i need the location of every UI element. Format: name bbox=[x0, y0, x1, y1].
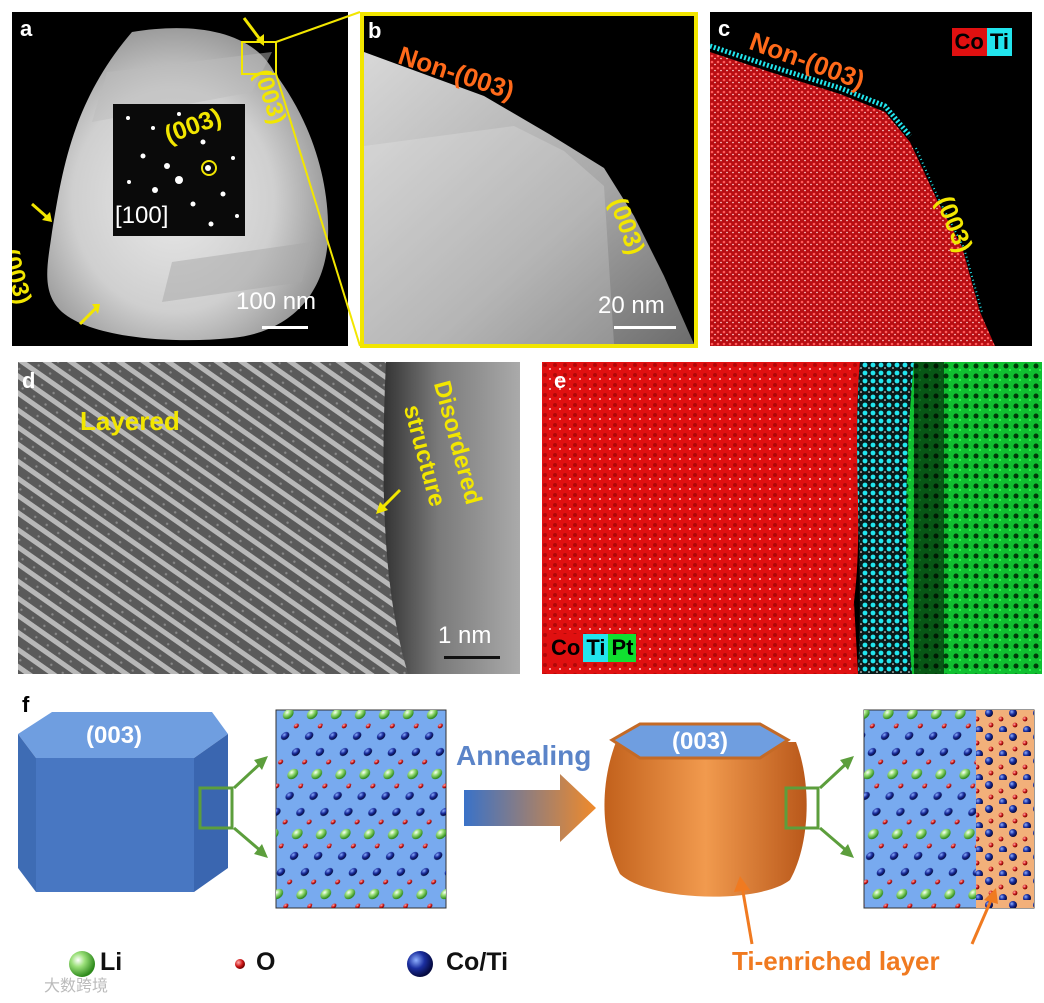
panel-e: e Co Ti Pt bbox=[542, 362, 1042, 674]
layered-label: Layered bbox=[80, 406, 180, 436]
panel-b-image bbox=[364, 52, 694, 344]
panel-label-f: f bbox=[22, 692, 30, 717]
panel-label-a: a bbox=[20, 16, 33, 41]
diffraction-pattern bbox=[126, 112, 239, 227]
panel-label-e: e bbox=[554, 368, 567, 393]
panel-d-hrstem bbox=[18, 362, 520, 674]
watermark: 大数跨境 bbox=[44, 976, 109, 995]
pristine-crystal bbox=[18, 712, 228, 892]
scale-label-b: 20 nm bbox=[598, 292, 665, 319]
panel-c-eds-map bbox=[710, 43, 995, 346]
annealed-crystal bbox=[604, 722, 807, 897]
legend-o: O bbox=[256, 948, 276, 976]
panel-f-schematic bbox=[18, 709, 1035, 977]
legend-c: Co Ti bbox=[951, 28, 1012, 56]
legend-e: Co Ti Pt bbox=[548, 634, 637, 662]
panel-b: Non-(003) (003) b 20 nm bbox=[360, 12, 698, 348]
arrow-d bbox=[376, 488, 402, 514]
facet-label-f-right: (003) bbox=[672, 728, 729, 755]
ti-layer-label: Ti-enriched layer bbox=[732, 946, 940, 976]
panel-f: f (003) (003) Annealing Ti-enriched laye… bbox=[0, 684, 1044, 1003]
panel-label-c: c bbox=[718, 16, 731, 41]
legend-coti: Co/Ti bbox=[446, 948, 509, 976]
panel-a: [100] (003) (003) (003) a 100 nm bbox=[12, 12, 348, 346]
legend-e-ti: Ti bbox=[583, 634, 609, 662]
legend-e-pt: Pt bbox=[608, 634, 637, 662]
legend-li: Li bbox=[100, 948, 123, 976]
scale-label-a: 100 nm bbox=[236, 288, 317, 315]
panel-c: Non-(003) (003) c Co Ti bbox=[710, 12, 1032, 346]
scale-bar-d bbox=[444, 656, 500, 659]
legend-e-co: Co bbox=[548, 634, 584, 662]
panel-e-eds-map bbox=[542, 362, 1042, 674]
scale-bar-b bbox=[614, 326, 676, 329]
legend-c-ti: Ti bbox=[986, 28, 1012, 56]
zone-axis-label: [100] bbox=[115, 202, 169, 229]
facet-label-f-left: (003) bbox=[86, 722, 143, 749]
panel-label-b: b bbox=[368, 18, 382, 43]
panel-label-d: d bbox=[22, 368, 36, 393]
scale-label-d: 1 nm bbox=[438, 622, 492, 649]
panel-d: Layered Disordered structure d 1 nm bbox=[18, 362, 520, 674]
scale-bar-a bbox=[262, 326, 308, 329]
legend-c-co: Co bbox=[951, 28, 987, 56]
annealing-label: Annealing bbox=[456, 740, 592, 771]
saed-inset: [100] bbox=[113, 104, 245, 236]
